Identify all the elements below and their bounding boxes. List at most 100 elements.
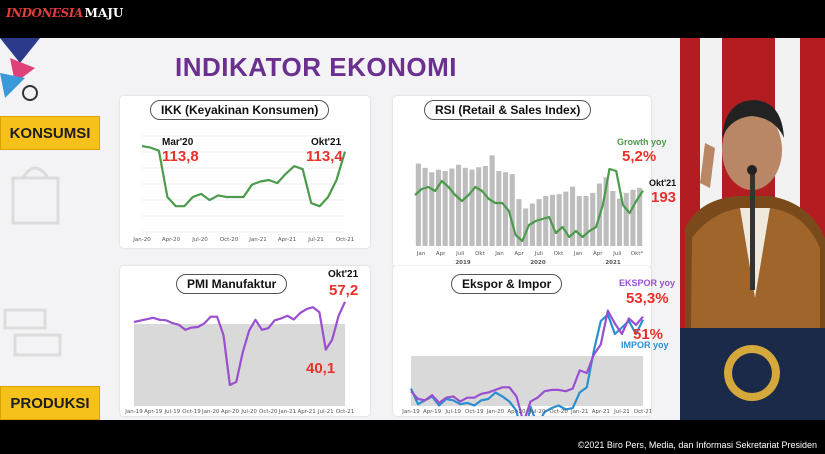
rsi-tick-label: Juli [612, 251, 622, 257]
rsi-bar [502, 172, 509, 246]
rsi-bar [435, 169, 442, 246]
rsi-tick-label: Apr [593, 251, 603, 257]
ikk-tick-label: Jul-20 [191, 237, 208, 243]
rsi-bar [616, 198, 623, 246]
rsi-bar [482, 166, 488, 246]
label-konsumsi: KONSUMSI [0, 116, 100, 150]
ikk-tick-label: Jan-21 [248, 237, 266, 243]
rsi-bar [570, 186, 576, 246]
chart-title-ekspor-impor: Ekspor & Impor [451, 274, 563, 294]
ei-tick-label: Jan-20 [486, 409, 505, 415]
ei-tick-label: Jan-19 [401, 409, 420, 415]
rsi-ann2-label: Okt'21 [649, 178, 677, 188]
pmi-tick-label: Jul-20 [240, 409, 257, 415]
chart-ekspor-impor: Jan-19 Apr-19 Jul-19 Oct-19 Jan-20 Apr-20 Jul-… [401, 309, 651, 416]
rsi-bar [415, 163, 421, 246]
ikk-ann2-label: Okt'21 [311, 137, 342, 148]
rsi-bar [509, 174, 515, 246]
presenter-figure [680, 100, 825, 420]
rsi-year-label: 2019 [455, 260, 470, 266]
logo-text-indonesia: INDONESIA [6, 6, 83, 20]
rsi-bar [429, 172, 435, 246]
rsi-tick-label: Juli [455, 251, 465, 257]
rsi-tick-label: Jan [494, 251, 504, 257]
rsi-year-label: 2020 [530, 260, 545, 266]
rsi-bar [630, 189, 636, 246]
ekspor-label: EKSPOR yoy [619, 278, 676, 288]
chart-rsi: Jan Apr Juli Okt Jan Apr Juli Okt Jan Apr Juli Okt*… [414, 155, 644, 266]
ikk-tick-label: Apr-20 [162, 237, 181, 243]
pmi-ann1-label: Okt'21 [328, 269, 359, 280]
impor-series-line [409, 313, 644, 416]
ei-tick-label: Apr-21 [592, 409, 610, 415]
ei-tick-label: Jul-19 [444, 409, 461, 415]
rsi-bar [623, 192, 629, 246]
batik-ornament-icon [0, 38, 40, 101]
rsi-ann1-label: Growth yoy [617, 137, 667, 147]
ei-tick-label: Oct-21 [634, 409, 651, 415]
pmi-tick-label: Jul-19 [164, 409, 181, 415]
pmi-tick-label: Jan-21 [278, 409, 296, 415]
rsi-ann2-value: 193 [651, 189, 677, 206]
rsi-bar [456, 164, 462, 246]
rsi-tick-label: Juli [534, 251, 544, 257]
presenter-video [680, 38, 825, 420]
chart-ikk: Jan-20 Apr-20 Jul-20 Oct-20 Jan-21 Apr-21 Jul-… [132, 135, 355, 243]
ikk-tick-label: Jan-20 [132, 237, 151, 243]
rsi-tick-label: Apr [514, 251, 524, 257]
ikk-tick-label: Apr-21 [278, 237, 296, 243]
chart-title-ikk: IKK (Keyakinan Konsumen) [150, 100, 330, 120]
pmi-series-line [133, 301, 347, 387]
rsi-bar [529, 203, 535, 246]
rsi-tick-label: Apr [436, 251, 446, 257]
channel-logo: INDONESIA MAJU [6, 6, 123, 20]
ikk-ann1-label: Mar'20 [162, 137, 194, 148]
ei-tick-label: Oct-19 [465, 409, 484, 415]
pmi-tick-label: Oct-21 [336, 409, 355, 415]
ikk-series-line [141, 145, 347, 208]
rsi-bar [563, 191, 569, 246]
ei-tick-label: Jul-21 [613, 409, 630, 415]
rsi-bar [442, 171, 448, 246]
impor-value: 51% [633, 326, 664, 343]
rsi-bar [610, 191, 616, 246]
pmi-tick-label: Apr-19 [144, 409, 163, 415]
pmi-tick-label: Jan-19 [124, 409, 143, 415]
rsi-bar [516, 199, 522, 246]
pmi-ann1-value: 57,2 [329, 282, 359, 299]
rsi-bar [496, 171, 502, 246]
impor-label: IMPOR yoy [621, 340, 669, 350]
chart-title-pmi: PMI Manufaktur [176, 274, 288, 294]
rsi-bar [549, 194, 556, 246]
rsi-tick-label: Okt [554, 251, 565, 257]
chart-pmi: Jan-19 Apr-19 Jul-19 Oct-19 Jan-20 Apr-20 Jul-… [124, 301, 355, 415]
rsi-bar [590, 192, 596, 246]
rsi-bar [576, 196, 582, 246]
rsi-year-label: 2021 [605, 260, 620, 266]
pmi-ann2-value: 40,1 [306, 360, 336, 377]
chart-title-rsi: RSI (Retail & Sales Index) [424, 100, 592, 120]
rsi-bar [637, 187, 643, 246]
rsi-ann1-value: 5,2% [622, 148, 657, 165]
rsi-bar [556, 194, 562, 246]
ei-tick-label: Apr-19 [423, 409, 442, 415]
rsi-growth-line [414, 167, 644, 243]
rsi-bar [449, 168, 455, 246]
rsi-bar [536, 199, 542, 246]
pmi-tick-label: Oct-20 [259, 409, 278, 415]
ei-tick-label: Jul-20 [529, 409, 546, 415]
rsi-bar [462, 167, 468, 246]
pmi-tick-label: Jan-20 [201, 409, 220, 415]
slide-title: INDIKATOR EKONOMI [175, 52, 457, 82]
rsi-bar [422, 167, 428, 246]
label-produksi: PRODUKSI [0, 386, 100, 420]
rsi-bar [603, 177, 609, 246]
rsi-bar [469, 169, 475, 246]
ikk-tick-label: Oct-21 [336, 237, 355, 243]
ei-tick-label: Jan-21 [570, 409, 588, 415]
rsi-tick-label: Jan [573, 251, 583, 257]
logo-text-maju: MAJU [84, 6, 124, 20]
ekspor-series-line [410, 309, 644, 416]
rsi-tick-label: Okt [475, 251, 486, 257]
